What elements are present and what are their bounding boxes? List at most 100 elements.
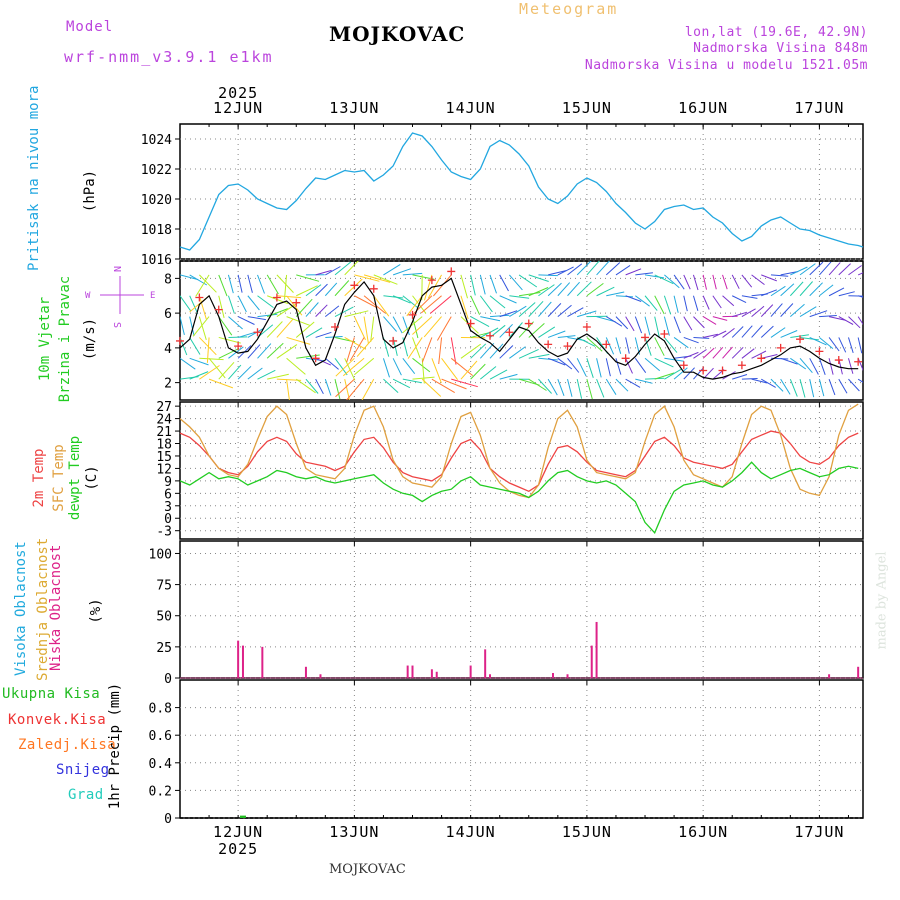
wind-arrow xyxy=(208,378,234,389)
wind-arrow xyxy=(712,330,727,338)
wind-arrow xyxy=(354,357,375,376)
wind-arrow xyxy=(344,379,350,400)
wind-arrow xyxy=(702,295,710,310)
wind-arrow xyxy=(528,353,550,359)
wind-arrow xyxy=(586,261,600,276)
wind-arrow xyxy=(828,358,834,375)
wind-arrow xyxy=(596,358,602,378)
wind-arrow xyxy=(828,378,836,396)
wind-arrow xyxy=(344,310,369,318)
wind-arrow xyxy=(741,308,756,318)
wind-gust-marker xyxy=(679,361,688,370)
wind-arrow xyxy=(567,281,580,297)
wind-arrow xyxy=(596,261,610,276)
wind-arrow xyxy=(567,357,580,373)
panel-frame-cloud xyxy=(179,540,864,679)
wind-arrow xyxy=(673,295,679,313)
wind-speed-line xyxy=(179,277,859,380)
wind-gust-marker xyxy=(234,342,243,351)
wind-arrow xyxy=(799,306,817,318)
wind-arrow xyxy=(615,378,629,392)
wind-arrow xyxy=(247,367,263,380)
wind-arrow xyxy=(712,274,717,290)
wind-arrow xyxy=(237,295,247,313)
wind-gust-marker xyxy=(757,354,766,363)
wind-arrow xyxy=(605,337,615,355)
model-label: Model xyxy=(66,19,114,35)
wind-arrow xyxy=(237,316,255,325)
model-altitude-text: Nadmorska Visina u modelu 1521.05m xyxy=(584,58,868,73)
wind-gust-marker xyxy=(524,319,533,328)
wind-gust-marker xyxy=(214,305,223,314)
wind-arrow xyxy=(489,369,508,380)
ytick-label-temperature-4: 9 xyxy=(164,475,172,490)
wind-arrow xyxy=(703,333,719,338)
wind-arrow xyxy=(799,263,816,276)
temp-line-dewpt xyxy=(179,461,859,534)
wind-gust-marker xyxy=(195,293,204,302)
wind-arrow xyxy=(361,378,375,400)
ytick-label-pressure-2: 1020 xyxy=(141,193,172,208)
wind-arrow xyxy=(586,282,604,297)
wind-arrow xyxy=(334,280,350,297)
wind-arrow xyxy=(722,295,735,307)
wind-arrow xyxy=(586,337,603,352)
wind-gust-marker xyxy=(582,323,591,332)
year-top: 2025 xyxy=(218,84,258,102)
wind-arrow xyxy=(809,261,824,276)
wind-arrow xyxy=(335,357,355,377)
wind-arrow xyxy=(683,351,699,359)
wind-arrow xyxy=(780,303,794,317)
wind-arrow xyxy=(692,295,699,311)
wind-arrow xyxy=(605,262,621,276)
wind-arrow xyxy=(460,295,469,320)
wind-gust-marker xyxy=(563,342,572,351)
wind-arrow xyxy=(528,323,545,338)
xlabel-top-0: 12JUN xyxy=(213,99,263,117)
wind-arrow xyxy=(438,337,443,365)
wind-arrow xyxy=(450,337,457,365)
wind-arrow xyxy=(335,378,355,398)
wind-arrow xyxy=(664,274,680,289)
wind-arrow xyxy=(423,316,442,338)
wind-arrow xyxy=(702,347,715,359)
wind-arrow xyxy=(334,379,341,400)
xlabel-bottom-1: 13JUN xyxy=(329,823,379,841)
wind-arrow xyxy=(625,337,630,354)
wind-arrow xyxy=(809,336,827,346)
wind-arrow xyxy=(693,336,710,339)
wind-arrow xyxy=(780,357,798,365)
wind-arrow xyxy=(634,316,643,334)
wind-arrow xyxy=(751,305,765,317)
wind-gust-marker xyxy=(272,293,281,302)
station-title: MOJKOVAC xyxy=(329,22,466,46)
wind-gust-marker xyxy=(699,366,708,375)
ytick-label-cloud-2: 50 xyxy=(156,610,172,625)
wind-arrow xyxy=(344,337,367,350)
wind-arrow xyxy=(460,360,478,380)
wind-arrow xyxy=(770,274,789,277)
wind-arrow xyxy=(295,378,316,394)
wind-arrow xyxy=(557,266,574,276)
wind-arrow xyxy=(349,337,365,362)
wind-arrow xyxy=(538,378,552,394)
wind-barbs xyxy=(180,261,863,400)
wind-arrow xyxy=(189,337,201,355)
wind-gust-marker xyxy=(641,333,650,342)
wind-arrow xyxy=(324,378,332,396)
wind-arrow xyxy=(760,304,774,317)
wind-gust-marker xyxy=(718,366,727,375)
wind-arrow xyxy=(266,342,284,359)
wind-arrow xyxy=(790,266,808,276)
ytick-label-cloud-1: 25 xyxy=(156,641,172,656)
wind-arrow xyxy=(402,295,419,309)
wind-arrow xyxy=(847,337,854,354)
wind-arrow xyxy=(857,316,863,326)
wind-arrow xyxy=(429,295,452,314)
wind-arrow xyxy=(247,344,261,359)
wind-arrow xyxy=(370,316,375,342)
lonlat-text: lon,lat (19.6E, 42.9N) xyxy=(684,25,868,40)
xlabel-bottom-0: 12JUN xyxy=(213,823,263,841)
wind-arrow xyxy=(615,358,622,375)
wind-arrow xyxy=(227,274,234,294)
